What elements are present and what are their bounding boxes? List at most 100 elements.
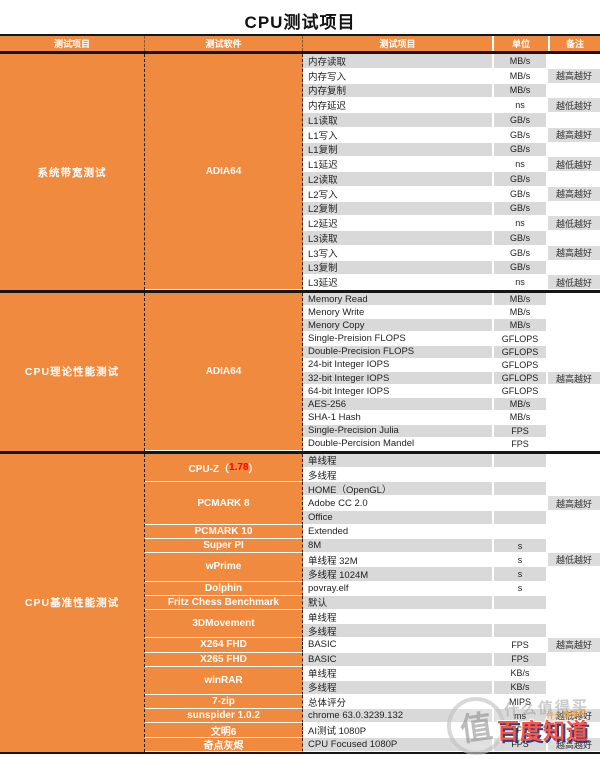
remark-cell <box>548 437 600 451</box>
remark-cell <box>548 524 600 539</box>
header-col-remark: 备注 <box>548 36 600 51</box>
software-cell: 7-zip <box>145 695 303 710</box>
unit-cell: s <box>492 581 548 596</box>
unit-cell: FPS <box>492 638 548 653</box>
software-cell: Fritz Chess Benchmark <box>145 595 303 610</box>
unit-cell: FPS <box>492 652 548 667</box>
remark-cell <box>548 293 600 307</box>
remark-cell <box>548 567 600 582</box>
test-item-cell: SHA-1 Hash <box>303 411 492 425</box>
unit-cell: GB/s <box>492 127 548 143</box>
test-item-cell: Menory Write <box>303 306 492 320</box>
software-cell: Dolphin <box>145 581 303 596</box>
unit-cell <box>492 482 548 497</box>
remark-cell: 越高越好 <box>548 127 600 143</box>
test-item-cell: Office <box>303 510 492 525</box>
software-cell: 奇点灰烬 <box>145 737 303 752</box>
category-cell: 系统带宽测试 <box>0 54 145 290</box>
unit-cell: KB/s <box>492 666 548 681</box>
test-item-cell: Memory Read <box>303 293 492 307</box>
software-cell: 文明6 <box>145 723 303 738</box>
unit-cell: GB/s <box>492 260 548 276</box>
unit-cell: FPS <box>492 737 548 752</box>
table-header: 测试项目 测试软件 测试项目 单位 备注 <box>0 36 600 51</box>
remark-cell <box>548 510 600 525</box>
remark-cell: 越高越好 <box>548 737 600 752</box>
test-item-cell: 24-bit Integer IOPS <box>303 358 492 372</box>
unit-cell: MB/s <box>492 411 548 425</box>
remark-cell <box>548 468 600 483</box>
remark-cell <box>548 201 600 217</box>
unit-cell <box>492 524 548 539</box>
section-2: CPU基准性能测试 CPU-Z（ 1.78） PCMARK 8 PCMARK 10 Sup… <box>0 450 600 752</box>
test-item-cell: 32-bit Integer IOPS <box>303 371 492 386</box>
test-item-cell: 总体评分 <box>303 695 492 710</box>
unit-cell: MB/s <box>492 293 548 307</box>
remark-cell <box>548 306 600 320</box>
remark-cell <box>548 260 600 276</box>
remark-cell: 越高越好 <box>548 245 600 261</box>
test-item-cell: povray.elf <box>303 581 492 596</box>
test-item-cell: BASIC <box>303 652 492 667</box>
remark-cell <box>548 609 600 625</box>
remark-cell <box>548 411 600 425</box>
remark-cell: 越高越好 <box>548 186 600 202</box>
remark-cell <box>548 385 600 399</box>
test-item-cell: L1读取 <box>303 113 492 128</box>
unit-cell <box>492 624 548 639</box>
remark-cell <box>548 453 600 469</box>
test-item-cell: HOME（OpenGL） <box>303 482 492 497</box>
remark-cell: 越高越好 <box>548 371 600 386</box>
test-item-cell: 默认 <box>303 595 492 610</box>
test-item-cell: Double-Percision Mandel <box>303 437 492 451</box>
test-item-cell: 单线程 <box>303 453 492 469</box>
remark-cell: 越低越好 <box>548 98 600 113</box>
category-cell: CPU理论性能测试 <box>0 293 145 451</box>
unit-cell: FPS <box>492 437 548 451</box>
test-item-cell: Menory Copy <box>303 319 492 333</box>
software-cell: winRAR <box>145 666 303 696</box>
test-item-cell: 多线程 <box>303 624 492 639</box>
remark-cell <box>548 581 600 596</box>
remark-cell <box>548 54 600 69</box>
unit-cell: GB/s <box>492 142 548 158</box>
section-1: CPU理论性能测试 ADIA64 Memory Read MB/s Menory Wri… <box>0 290 600 451</box>
software-version-highlight: 1.78 <box>229 462 249 474</box>
unit-cell: s <box>492 539 548 554</box>
remark-cell <box>548 666 600 681</box>
test-item-cell: 内存写入 <box>303 68 492 84</box>
section-0: 系统带宽测试 ADIA64 内存读取 MB/s 内存写入 MB/s 越高越好 内存复制 MB/s… <box>0 51 600 290</box>
remark-cell: 越高越好 <box>548 638 600 653</box>
test-item-cell: 8M <box>303 539 492 554</box>
remark-cell: 越低越好 <box>548 709 600 724</box>
test-item-cell: L3延迟 <box>303 275 492 290</box>
remark-cell: 越低越好 <box>548 216 600 231</box>
table-body: 系统带宽测试 ADIA64 内存读取 MB/s 内存写入 MB/s 越高越好 内存复制 MB/s… <box>0 51 600 752</box>
test-item-cell: L2复制 <box>303 201 492 217</box>
unit-cell <box>492 496 548 511</box>
remark-cell <box>548 83 600 99</box>
remark-cell <box>548 345 600 359</box>
test-item-cell: chrome 63.0.3239.132 <box>303 709 492 724</box>
test-item-cell: L3读取 <box>303 231 492 246</box>
unit-cell: MIPS <box>492 695 548 710</box>
header-col-unit: 单位 <box>492 36 548 51</box>
remark-cell: 越高越好 <box>548 68 600 84</box>
unit-cell: ns <box>492 216 548 231</box>
unit-cell: MB/s <box>492 306 548 320</box>
test-item-cell: 内存复制 <box>303 83 492 99</box>
test-item-cell: L1复制 <box>303 142 492 158</box>
test-item-cell: 64-bit Integer IOPS <box>303 385 492 399</box>
unit-cell <box>492 510 548 525</box>
test-item-cell: Single-Precision Julia <box>303 424 492 438</box>
unit-cell: GB/s <box>492 245 548 261</box>
software-cell: PCMARK 10 <box>145 524 303 539</box>
unit-cell: MB/s <box>492 319 548 333</box>
remark-cell: 越低越好 <box>548 157 600 172</box>
software-cell: PCMARK 8 <box>145 482 303 525</box>
page-title: CPU测试项目 <box>244 13 356 32</box>
remark-cell <box>548 142 600 158</box>
unit-cell: GB/s <box>492 113 548 128</box>
test-item-cell: L2写入 <box>303 186 492 202</box>
